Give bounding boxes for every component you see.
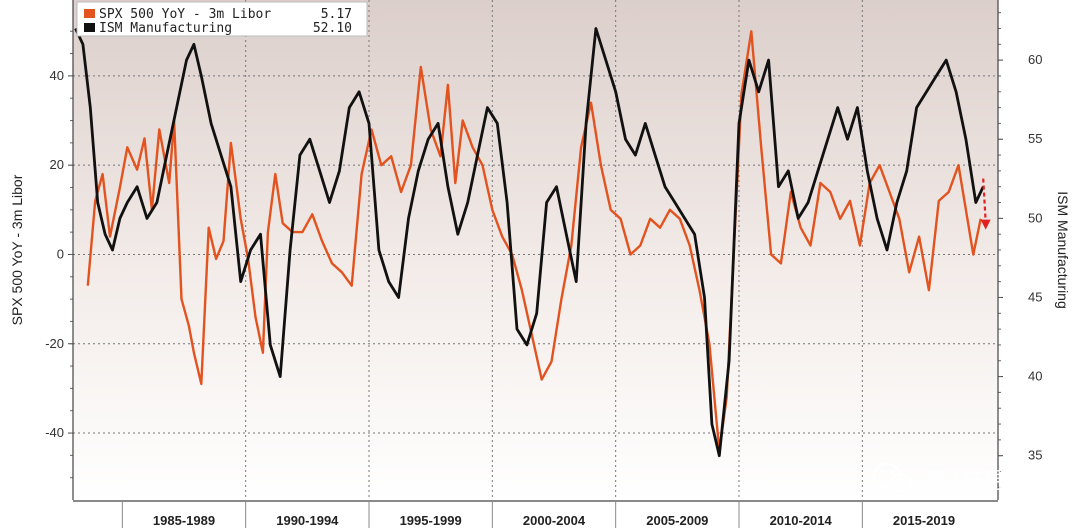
legend-swatch-ism [84,23,95,32]
legend-label-ism: ISM Manufacturing [99,21,232,36]
watermark: 第7交易室 [873,463,1026,494]
forecast-arrow [980,178,991,230]
y-right-tick-label: 50 [1028,210,1042,225]
y-left-tick-label: -40 [45,425,64,440]
watermark-text: 第7交易室 [924,469,1026,494]
y-left-tick-label: 0 [57,246,64,261]
y-left-tick-label: 40 [50,68,64,83]
series-layer [74,27,985,458]
y-right-tick-label: 55 [1028,131,1042,146]
left-axis-title: SPX 500 YoY - 3m Libor [9,174,25,325]
y-left-tick-label: -20 [45,336,64,351]
x-period-labels: 1985-1989 1990-1994 1995-1999 2000-2004 2005… [153,513,955,528]
x-tick-label: 2000-2004 [523,513,586,528]
axis-ticks: 40 20 0 -20 -40 60 55 50 45 40 35 [45,0,1042,528]
y-right-tick-label: 35 [1028,448,1042,463]
wechat-icon [873,463,912,493]
y-right-tick-label: 40 [1028,369,1042,384]
forecast-arrow-shaft [982,178,987,222]
y-right-tick-label: 45 [1028,289,1042,304]
legend-value-ism: 52.10 [313,21,352,36]
series-line-ism-manufacturing [74,27,985,458]
legend-swatch-spx [84,9,95,18]
series-line-spx-yoy-libor [86,30,982,453]
x-tick-label: 2015-2019 [893,513,955,528]
gridlines [73,0,998,500]
x-tick-label: 1995-1999 [400,513,462,528]
legend: SPX 500 YoY - 3m Libor 5.17 ISM Manufact… [76,1,368,37]
y-left-tick-label: 20 [50,157,64,172]
legend-label-spx: SPX 500 YoY - 3m Libor [99,7,271,22]
legend-value-spx: 5.17 [321,7,352,22]
x-tick-label: 1985-1989 [153,513,215,528]
x-tick-label: 2010-2014 [770,513,833,528]
plot-area [73,0,998,500]
x-tick-label: 1990-1994 [276,513,339,528]
right-axis-title: ISM Manufacturing [1055,191,1071,309]
y-right-tick-label: 60 [1028,52,1042,67]
forecast-arrow-head [980,219,991,230]
x-tick-label: 2005-2009 [646,513,708,528]
